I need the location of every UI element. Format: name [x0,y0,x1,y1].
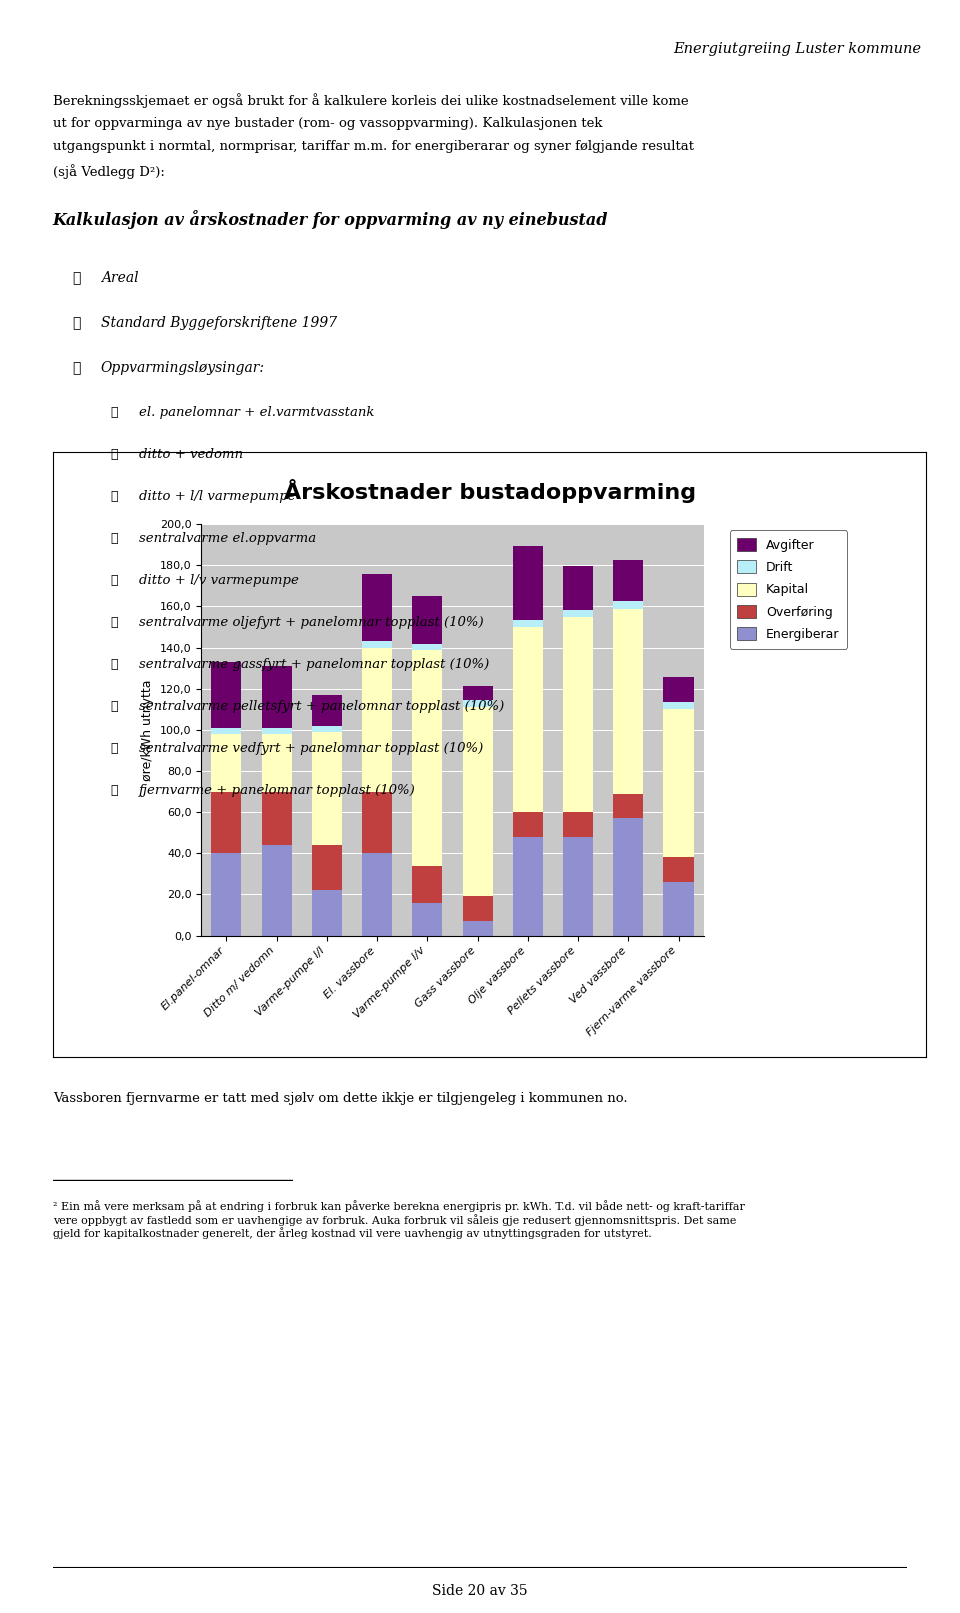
Bar [463,921,492,936]
Text: Kalkulasjon av årskostnader for oppvarming av ny einebustad: Kalkulasjon av årskostnader for oppvarmi… [53,210,609,229]
Text: ➤: ➤ [110,658,118,671]
Bar [513,619,543,627]
Bar [261,792,292,845]
Bar [663,677,693,702]
Bar [261,845,292,936]
Text: ➤: ➤ [110,616,118,629]
Bar [362,642,393,648]
Bar [312,726,342,732]
Bar [412,650,443,866]
Bar [211,661,242,727]
Bar [211,727,242,734]
Text: Areal: Areal [101,271,138,286]
Bar [563,837,593,936]
Text: ➤: ➤ [110,490,118,503]
Text: ² Ein må vere merksam på at endring i forbruk kan påverke berekna energipris pr.: ² Ein må vere merksam på at endring i fo… [53,1200,745,1239]
Bar [663,882,693,936]
Bar [663,702,693,710]
Bar [563,616,593,813]
Bar [362,792,393,853]
Bar [613,794,643,818]
Text: ➤: ➤ [110,700,118,713]
Text: ➤: ➤ [110,406,118,419]
Bar [261,727,292,734]
Bar [312,695,342,726]
Text: (sjå Vedlegg D²):: (sjå Vedlegg D²): [53,165,165,179]
Bar [412,644,443,650]
Bar [211,734,242,792]
Text: Vassboren fjernvarme er tatt med sjølv om dette ikkje er tilgjengeleg i kommunen: Vassboren fjernvarme er tatt med sjølv o… [53,1092,628,1105]
Text: Årskostnader bustadoppvarming: Årskostnader bustadoppvarming [283,479,696,503]
Text: ➤: ➤ [110,784,118,797]
Bar [663,710,693,858]
Text: ditto + l/l varmepumpe: ditto + l/l varmepumpe [139,490,296,503]
Bar [463,706,492,897]
Text: ut for oppvarminga av nye bustader (rom- og vassoppvarming). Kalkulasjonen tek: ut for oppvarminga av nye bustader (rom-… [53,118,602,131]
Text: ditto + l/v varmepumpe: ditto + l/v varmepumpe [139,574,300,587]
Bar [463,897,492,921]
Bar [513,813,543,837]
Bar [563,566,593,610]
Text: ditto + vedomn: ditto + vedomn [139,448,243,461]
Bar [412,597,443,644]
Text: sentralvarme vedfyrt + panelomnar topplast (10%): sentralvarme vedfyrt + panelomnar toppla… [139,742,484,755]
Bar [513,545,543,619]
Y-axis label: øre/kWh utnytta: øre/kWh utnytta [141,679,155,781]
Bar [563,813,593,837]
Text: ➤: ➤ [110,742,118,755]
Text: ✓: ✓ [72,316,81,331]
Text: ➤: ➤ [110,448,118,461]
Text: Standard Byggeforskriftene 1997: Standard Byggeforskriftene 1997 [101,316,337,331]
Bar [513,627,543,813]
Text: sentralvarme el.oppvarma: sentralvarme el.oppvarma [139,532,317,545]
Legend: Avgifter, Drift, Kapital, Overføring, Energiberar: Avgifter, Drift, Kapital, Overføring, En… [730,531,848,648]
Bar [613,602,643,608]
Bar [463,700,492,706]
Bar [412,903,443,936]
Bar [563,610,593,616]
Text: ✓: ✓ [72,361,81,376]
Bar [362,574,393,642]
Bar [312,890,342,936]
Bar [312,845,342,890]
Bar [663,858,693,882]
Bar [613,818,643,936]
Bar [463,686,492,700]
Text: sentralvarme gassfyrt + panelomnar topplast (10%): sentralvarme gassfyrt + panelomnar toppl… [139,658,490,671]
Bar [513,837,543,936]
Bar [362,853,393,936]
Text: ✓: ✓ [72,271,81,286]
Bar [211,853,242,936]
Bar [412,866,443,903]
Text: Berekningsskjemaet er også brukt for å kalkulere korleis dei ulike kostnadseleme: Berekningsskjemaet er også brukt for å k… [53,94,688,108]
Text: Energiutgreiing Luster kommune: Energiutgreiing Luster kommune [674,42,922,56]
Text: fjernvarme + panelomnar topplast (10%): fjernvarme + panelomnar topplast (10%) [139,784,416,797]
Bar [362,647,393,792]
Bar [261,734,292,792]
Text: ➤: ➤ [110,532,118,545]
Bar [261,666,292,727]
Bar [613,560,643,602]
Text: sentralvarme oljefyrt + panelomnar topplast (10%): sentralvarme oljefyrt + panelomnar toppl… [139,616,484,629]
Text: el. panelomnar + el.varmtvasstank: el. panelomnar + el.varmtvasstank [139,406,374,419]
Bar [613,608,643,794]
Text: Oppvarmingsløysingar:: Oppvarmingsløysingar: [101,361,265,376]
Text: Side 20 av 35: Side 20 av 35 [432,1584,528,1598]
Text: sentralvarme pelletsfyrt + panelomnar topplast (10%): sentralvarme pelletsfyrt + panelomnar to… [139,700,504,713]
Text: utgangspunkt i normtal, normprisar, tariffar m.m. for energiberarar og syner føl: utgangspunkt i normtal, normprisar, tari… [53,140,694,153]
Bar [312,732,342,845]
Bar [211,792,242,853]
Text: ➤: ➤ [110,574,118,587]
